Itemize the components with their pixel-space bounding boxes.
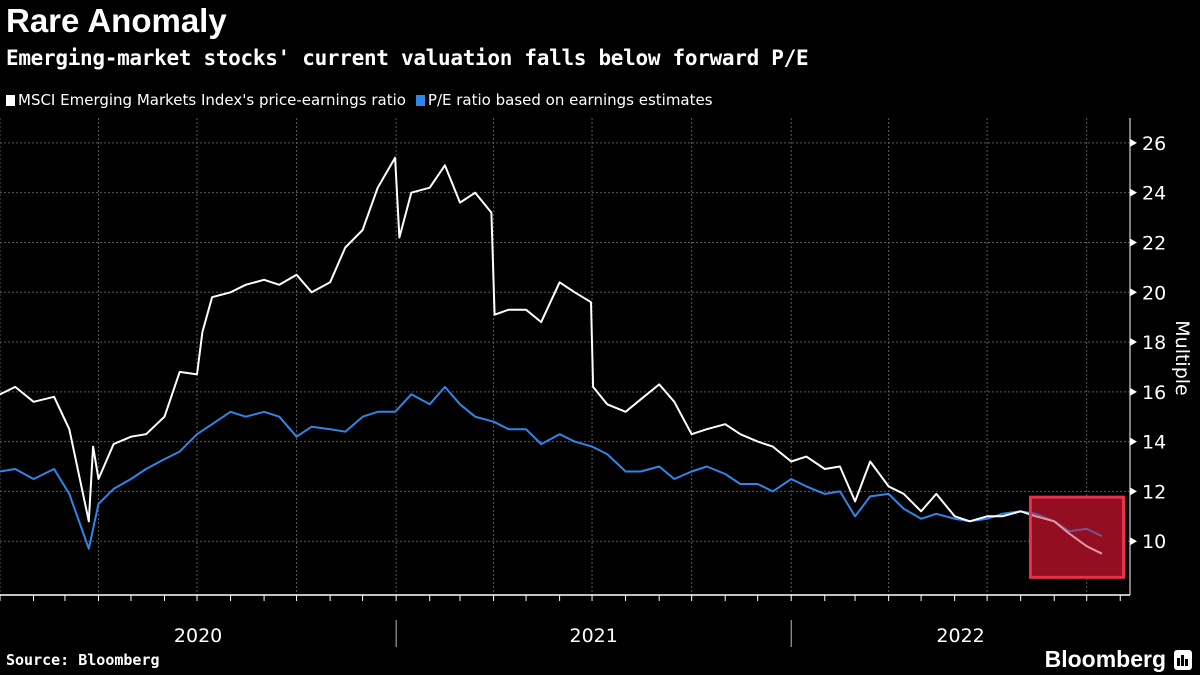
chart-title: Rare Anomaly [6, 2, 227, 39]
y-tick-label: 10 [1142, 531, 1166, 553]
source-note: Source: Bloomberg [6, 651, 160, 669]
x-tick-label: 2021 [570, 625, 618, 647]
x-tick-label: 2022 [936, 625, 984, 647]
series-line-trailing-pe [0, 156, 1103, 555]
highlight-box-fill [1030, 497, 1124, 578]
y-tick-mark [1130, 537, 1137, 546]
legend-label-trailing: MSCI Emerging Markets Index's price-earn… [18, 91, 406, 109]
y-tick-label: 20 [1142, 282, 1166, 304]
y-tick-mark [1130, 288, 1137, 297]
x-tick-label: 2020 [174, 625, 222, 647]
y-tick-mark [1130, 338, 1137, 347]
legend-item-trailing: MSCI Emerging Markets Index's price-earn… [6, 91, 406, 109]
bloomberg-logo: Bloomberg [1045, 646, 1192, 673]
bloomberg-chart-icon [1174, 649, 1192, 670]
legend-swatch-blue [415, 94, 425, 106]
y-tick-label: 14 [1142, 432, 1166, 454]
y-tick-label: 24 [1142, 183, 1166, 205]
legend-item-forward: P/E ratio based on earnings estimates [415, 91, 713, 109]
y-tick-label: 16 [1142, 382, 1166, 404]
y-tick-label: 18 [1142, 332, 1166, 354]
y-tick-mark [1130, 238, 1137, 247]
y-tick-mark [1130, 387, 1137, 396]
highlight-box [1028, 495, 1126, 579]
logo-bar [1181, 654, 1184, 666]
y-tick-mark [1130, 138, 1137, 147]
y-tick-mark [1130, 487, 1137, 496]
y-tick-label: 26 [1142, 133, 1166, 155]
y-tick-label: 22 [1142, 232, 1166, 254]
legend-label-forward: P/E ratio based on earnings estimates [427, 91, 713, 109]
y-tick-mark [1130, 437, 1137, 446]
logo-bar [1177, 657, 1180, 666]
legend: MSCI Emerging Markets Index's price-earn… [6, 91, 713, 109]
logo-bar [1185, 658, 1188, 666]
logo-text: Bloomberg [1044, 646, 1166, 672]
series-line-forward-pe [0, 385, 1103, 550]
legend-swatch-white [6, 94, 15, 106]
y-tick-label: 12 [1142, 481, 1166, 503]
y-axis-label: Multiple [1171, 320, 1193, 395]
chart-subtitle: Emerging-market stocks' current valuatio… [6, 46, 809, 70]
y-tick-mark [1130, 188, 1137, 197]
